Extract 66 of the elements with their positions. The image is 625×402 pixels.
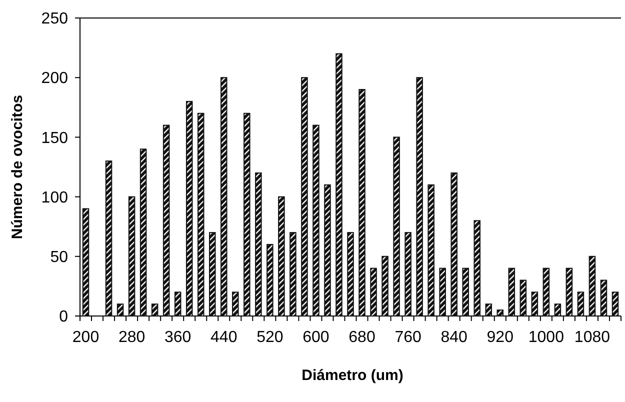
bar — [105, 160, 112, 316]
bar — [382, 256, 388, 316]
bar — [140, 148, 147, 316]
bar — [186, 100, 193, 316]
bar — [612, 292, 619, 316]
bar — [439, 268, 446, 316]
bar — [324, 184, 331, 316]
bar — [244, 112, 250, 316]
bar — [416, 77, 423, 316]
bar — [542, 268, 550, 316]
x-tick-label: 760 — [394, 329, 422, 346]
bar — [197, 112, 204, 316]
bar — [370, 268, 377, 316]
y-tick-label: 250 — [41, 10, 68, 28]
bar — [450, 172, 458, 316]
bar — [255, 172, 262, 316]
x-tick-label: 1080 — [574, 329, 610, 346]
bar — [82, 208, 90, 316]
bar — [128, 196, 136, 316]
x-tick-label: 600 — [302, 329, 330, 346]
bar — [520, 280, 527, 316]
bar — [566, 268, 573, 316]
bar — [588, 256, 596, 316]
bar — [577, 292, 584, 316]
bar — [162, 124, 170, 316]
y-axis-title: Número de ovocitos — [9, 94, 26, 240]
y-tick-label: 150 — [41, 130, 68, 147]
bar — [462, 268, 469, 316]
bar — [301, 77, 308, 316]
bar — [428, 184, 434, 316]
bar — [485, 304, 492, 316]
x-tick-label: 360 — [164, 329, 192, 346]
y-tick-label: 200 — [41, 70, 68, 88]
bar — [174, 292, 182, 316]
y-tick-label: 100 — [41, 189, 68, 206]
y-tick-label: 50 — [50, 249, 68, 266]
bar — [404, 232, 412, 316]
x-tick-label: 840 — [440, 329, 468, 346]
x-tick-label: 440 — [210, 329, 238, 346]
bar — [220, 77, 228, 316]
x-tick-label: 200 — [72, 329, 100, 346]
bar — [496, 310, 504, 316]
bar — [151, 304, 158, 316]
bar — [508, 268, 516, 316]
bar — [347, 232, 354, 316]
bar — [266, 244, 274, 316]
bar — [312, 124, 320, 316]
bar — [278, 196, 285, 316]
bar — [554, 304, 562, 316]
bar — [600, 280, 608, 316]
x-tick-label: 680 — [348, 329, 376, 346]
y-tick-label: 0 — [59, 308, 68, 326]
x-tick-label: 520 — [256, 329, 284, 346]
bar — [358, 89, 366, 316]
bar — [290, 232, 296, 316]
bar — [116, 304, 124, 316]
bar — [531, 292, 538, 316]
x-tick-label: 280 — [118, 329, 146, 346]
bar — [232, 292, 239, 316]
bar — [474, 220, 480, 316]
x-tick-label: 920 — [486, 329, 514, 346]
bar — [393, 136, 400, 316]
x-axis-title: Diámetro (um) — [302, 367, 404, 384]
bar — [336, 53, 342, 316]
x-tick-label: 1000 — [528, 329, 564, 346]
bar — [208, 232, 216, 316]
